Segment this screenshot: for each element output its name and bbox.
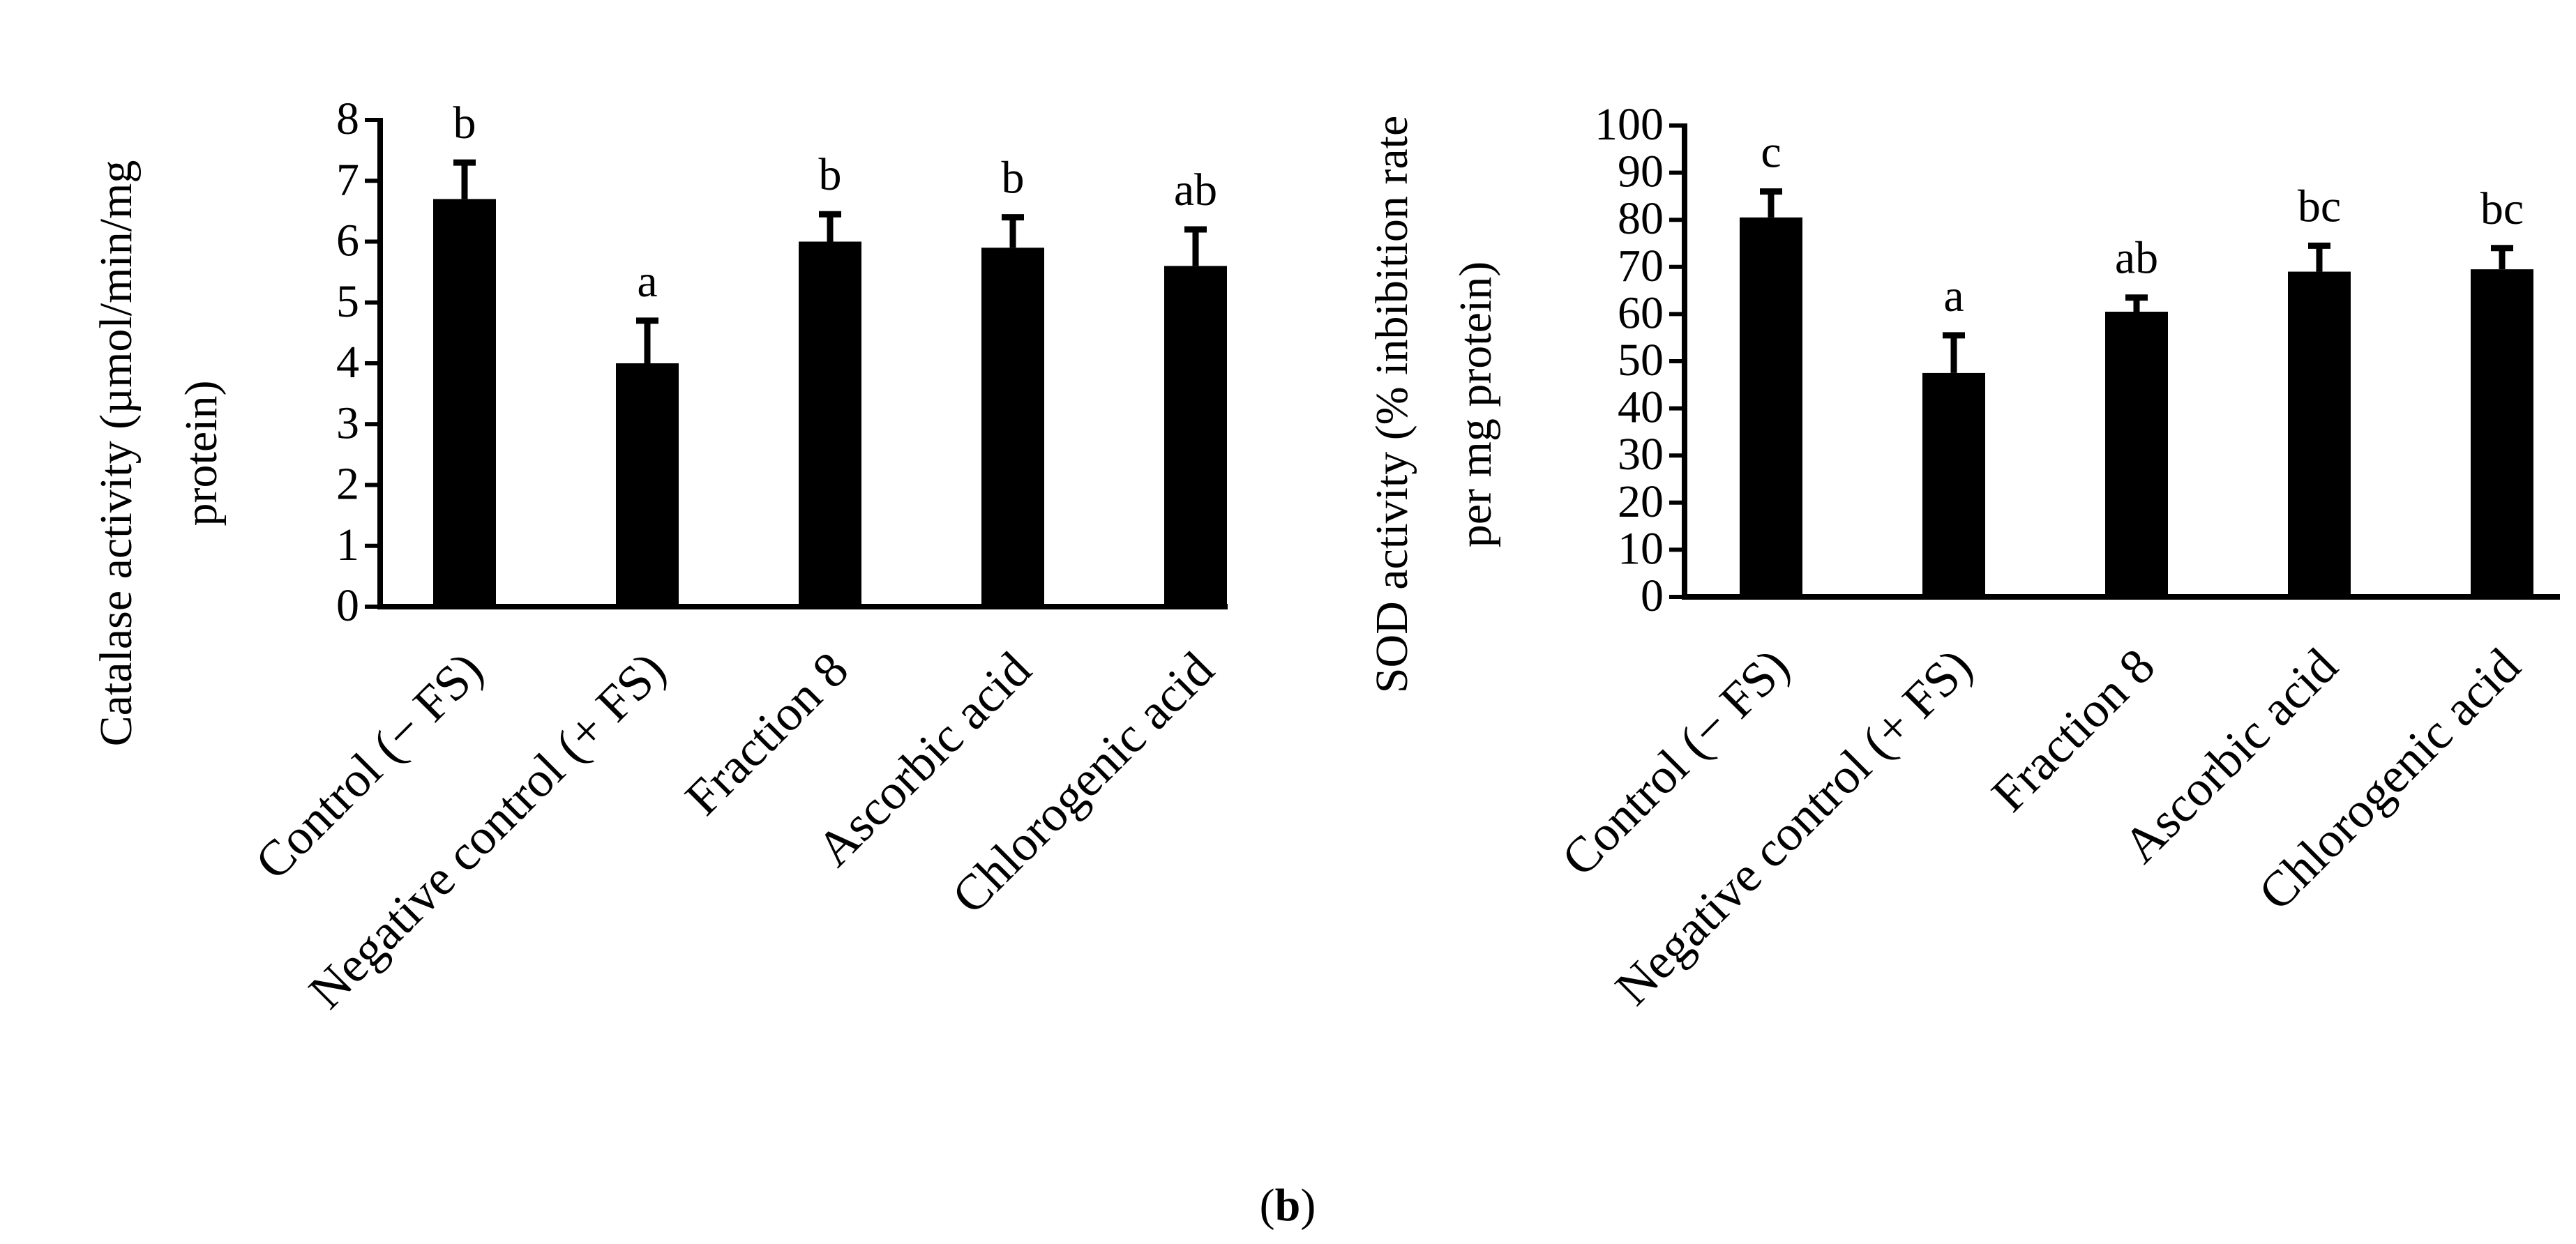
bar [799,241,861,607]
bar [1164,266,1227,607]
y-tick-label: 20 [1618,476,1664,527]
y-tick-label: 5 [336,276,359,327]
y-tick-label: 3 [336,397,359,448]
y-tick-label: 10 [1618,523,1664,574]
catalase-chart: 0 1 2 3 4 5 6 7 8 Catalase activity (µmol/min/mg p… [91,93,1228,1019]
bar [1922,372,1985,597]
y-tick-label: 30 [1618,429,1664,480]
significance-letter: ab [2115,233,2158,284]
y-tick-label: 7 [336,154,359,205]
x-category-label: Negative control (+ FS) [1604,638,1982,1016]
y-tick-label: 0 [336,580,359,631]
bar [2105,312,2168,597]
caption-letter: b [1275,1180,1301,1231]
y-axis-label: Catalase activity (µmol/min/mg [91,160,142,747]
y-axis-label: per mg protein) [1450,261,1501,548]
bar [616,363,679,607]
y-tick-label: 50 [1618,335,1664,386]
bar [1740,217,1802,597]
y-tick-label: 60 [1618,287,1664,338]
y-tick-label: 40 [1618,382,1664,433]
y-tick-label: 4 [336,337,359,388]
x-category-label: Negative control (+ FS) [298,642,676,1019]
significance-letter: b [819,149,842,200]
bar [981,248,1044,607]
y-axis-label: protein) [176,381,227,526]
figure-caption: (b) [1260,1180,1316,1231]
y-tick-label: 6 [336,215,359,266]
significance-letter: ab [1174,165,1217,215]
y-tick-label: 100 [1595,99,1664,150]
y-tick-label: 80 [1618,193,1664,244]
y-tick-label: 8 [336,93,359,144]
significance-letter: b [453,98,476,149]
y-tick-label: 1 [336,519,359,570]
bar [2471,269,2533,597]
y-tick-label: 90 [1618,146,1664,197]
significance-letter: bc [2298,181,2341,232]
significance-letter: a [1943,271,1964,321]
bar [2288,271,2351,597]
caption-close: ) [1300,1180,1316,1231]
significance-letter: b [1002,153,1025,204]
y-tick-label: 0 [1641,570,1664,621]
significance-letter: c [1761,127,1781,178]
y-axis-label: SOD activity (% inbibition rate [1366,116,1417,694]
y-tick-label: 2 [336,459,359,510]
caption-open: ( [1260,1180,1275,1231]
x-category-label: Fraction 8 [675,642,859,826]
significance-letter: a [637,256,657,307]
significance-letter: bc [2480,183,2524,234]
y-tick-label: 70 [1618,241,1664,291]
x-category-label: Fraction 8 [1981,638,2165,822]
bar [433,199,496,607]
